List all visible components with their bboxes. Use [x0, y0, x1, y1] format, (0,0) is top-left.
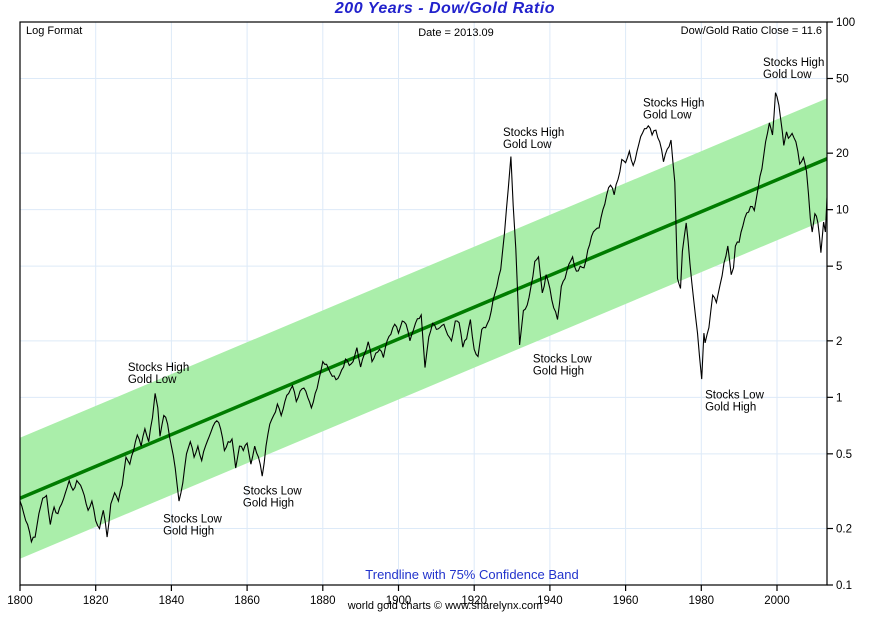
confidence-band-caption: Trendline with 75% Confidence Band: [365, 567, 579, 582]
axis-labels: 1800 1820 1840 1860 1880 1900 1920 1940 1960 1980…: [7, 17, 855, 607]
y-tick-label: 20: [836, 148, 849, 160]
x-tick-label: 1800: [7, 595, 33, 607]
chart-annotation: Stocks High Gold Low: [643, 98, 704, 122]
y-tick-label: 0.1: [836, 580, 852, 592]
x-tick-label: 1900: [386, 595, 412, 607]
x-tick-label: 1840: [159, 595, 185, 607]
chart-annotation: Stocks Low Gold High: [163, 513, 222, 537]
chart-annotation: Stocks Low Gold High: [243, 485, 302, 509]
x-tick-label: 2000: [764, 595, 790, 607]
plot-frame: [19, 21, 828, 586]
y-tick-label: 2: [836, 336, 842, 348]
log-format-label: Log Format: [26, 25, 83, 37]
chart-annotation: Stocks High Gold Low: [503, 127, 564, 151]
x-tick-label: 1880: [310, 595, 336, 607]
y-tick-label: 50: [836, 73, 849, 85]
x-tick-label: 1940: [537, 595, 563, 607]
chart-title: 200 Years - Dow/Gold Ratio: [334, 0, 556, 17]
y-tick-label: 100: [836, 17, 855, 29]
y-tick-label: 10: [836, 205, 849, 217]
y-tick-label: 0.2: [836, 524, 852, 536]
axis-ticks: [19, 21, 833, 591]
trendline: [20, 157, 827, 500]
x-tick-label: 1820: [83, 595, 109, 607]
dow-gold-ratio-line: [20, 92, 827, 544]
chart-annotation: Stocks Low Gold High: [705, 390, 764, 414]
x-tick-label: 1920: [461, 595, 487, 607]
date-label: Date = 2013.09: [418, 27, 494, 39]
chart-annotation: Stocks Low Gold High: [533, 354, 592, 378]
ratio-close-label: Dow/Gold Ratio Close = 11.6: [680, 25, 822, 37]
chart-annotation: Stocks High Gold Low: [763, 57, 824, 81]
y-tick-label: 1: [836, 392, 842, 404]
chart-annotation: Stocks High Gold Low: [128, 362, 189, 386]
x-tick-label: 1960: [613, 595, 639, 607]
x-tick-label: 1980: [689, 595, 715, 607]
y-tick-label: 5: [836, 261, 842, 273]
source-credit: world gold charts © www.sharelynx.com: [347, 600, 543, 612]
y-tick-label: 0.5: [836, 449, 852, 461]
x-tick-label: 1860: [234, 595, 260, 607]
